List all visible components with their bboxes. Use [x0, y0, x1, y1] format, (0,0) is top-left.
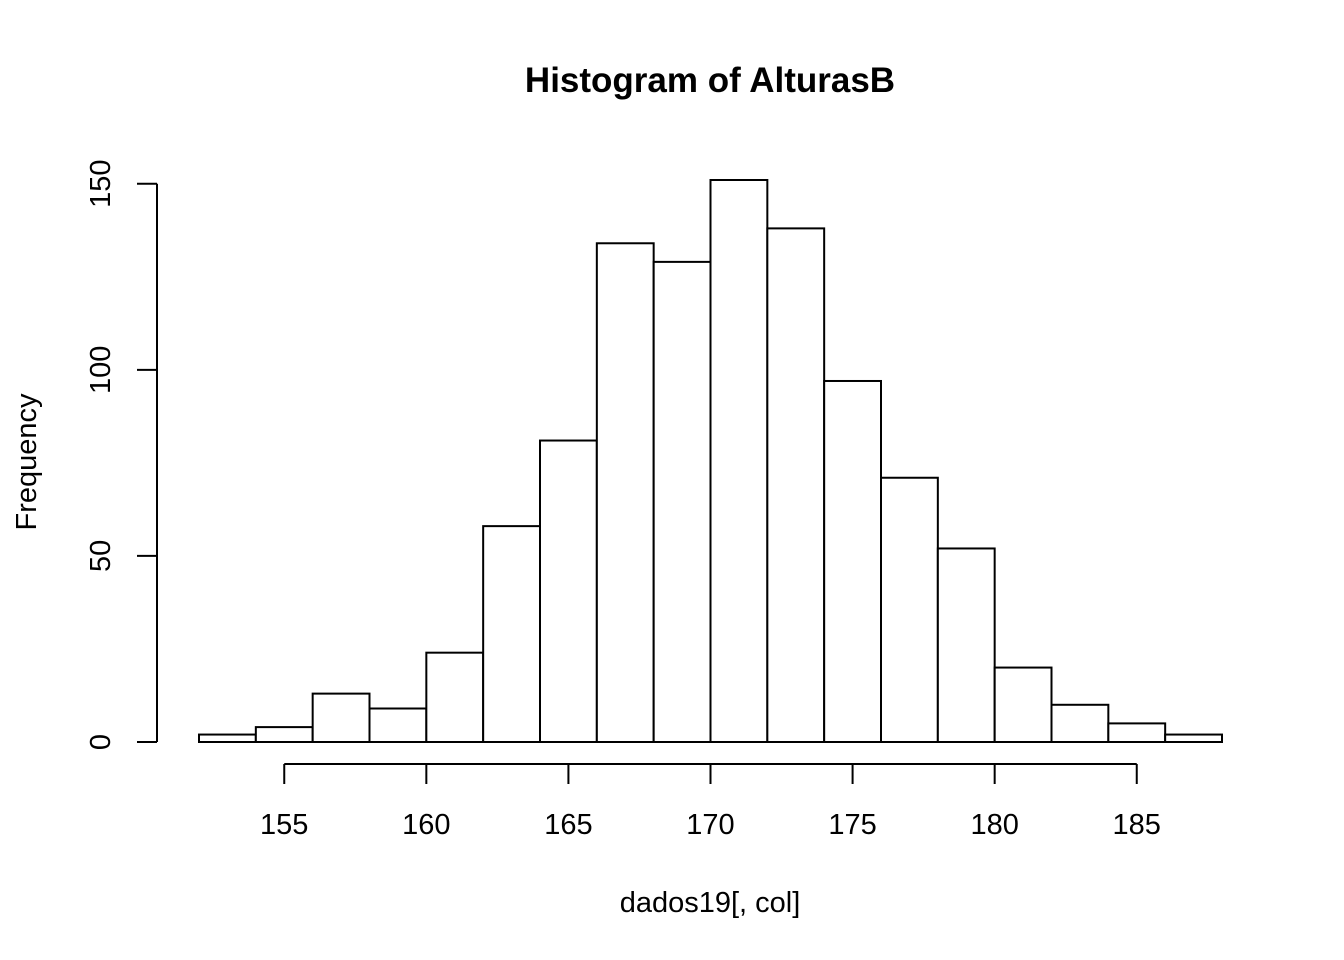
x-tick-label: 165	[544, 809, 592, 841]
histogram-bar	[368, 707, 428, 743]
x-tick-label: 180	[970, 809, 1018, 841]
histogram-bar	[766, 227, 826, 744]
y-tick-label: 150	[85, 160, 117, 208]
y-axis: 0 50 100 150	[85, 160, 158, 750]
histogram-bar	[254, 726, 314, 744]
histogram-bar	[823, 379, 883, 743]
histogram-bar	[482, 525, 541, 743]
chart-title: Histogram of AlturasB	[525, 61, 895, 100]
histogram-bar	[652, 260, 712, 743]
y-tick-label: 50	[85, 540, 117, 572]
y-tick-label: 100	[85, 346, 117, 394]
x-axis-label: dados19[, col]	[620, 887, 801, 919]
y-axis-label: Frequency	[11, 393, 43, 531]
histogram-bar	[709, 179, 769, 743]
x-tick-label: 155	[260, 809, 308, 841]
x-tick-label: 175	[828, 809, 876, 841]
histogram-bar	[198, 733, 257, 743]
x-tick-label: 185	[1113, 809, 1161, 841]
histogram-bar	[936, 547, 996, 743]
bars-group	[198, 179, 1223, 744]
histogram-bar	[1050, 703, 1110, 743]
histogram-bar	[539, 439, 598, 743]
x-tick-label: 160	[402, 809, 450, 841]
histogram-bar	[1164, 733, 1223, 743]
histogram-bar	[1107, 722, 1167, 744]
histogram-bar	[880, 476, 939, 743]
x-tick-label: 170	[686, 809, 734, 841]
histogram-bar	[595, 242, 655, 744]
x-axis: 155 160 165 170 175 180 185	[260, 763, 1161, 841]
histogram-bar	[311, 692, 371, 744]
histogram-bar	[425, 651, 485, 743]
histogram-bar	[993, 666, 1053, 744]
y-tick-label: 0	[85, 734, 117, 750]
